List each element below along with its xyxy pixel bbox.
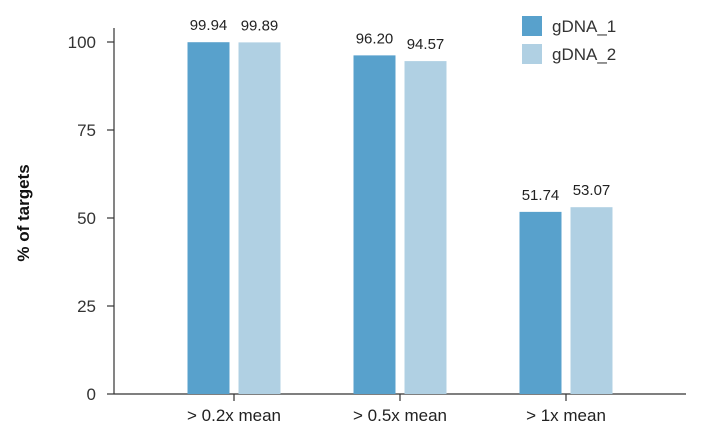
y-tick-label: 50	[77, 209, 96, 228]
data-label: 96.20	[356, 30, 394, 47]
data-label: 99.94	[190, 17, 228, 34]
legend-swatch	[522, 44, 542, 64]
x-category-label: > 0.5x mean	[353, 406, 447, 425]
bar	[519, 211, 562, 394]
data-label: 94.57	[407, 36, 445, 53]
legend-label: gDNA_1	[552, 17, 616, 36]
y-axis-title: % of targets	[14, 164, 33, 261]
y-tick-label: 25	[77, 297, 96, 316]
data-label: 51.74	[522, 187, 560, 204]
y-axis-ticks: 0 25 50 75 100	[68, 33, 114, 404]
bars	[187, 42, 613, 395]
y-tick-label: 75	[77, 121, 96, 140]
x-category-label: > 1x mean	[526, 406, 606, 425]
bar	[238, 42, 281, 394]
x-category-label: > 0.2x mean	[187, 406, 281, 425]
data-label: 99.89	[241, 17, 279, 34]
bar	[570, 207, 613, 394]
data-labels: 99.94 99.89 96.20 94.57 51.74 53.07	[190, 17, 611, 204]
legend-label: gDNA_2	[552, 45, 616, 64]
legend-swatch	[522, 16, 542, 36]
bar	[404, 61, 447, 395]
bar	[353, 55, 396, 394]
bar	[187, 42, 230, 394]
y-tick-label: 100	[68, 33, 96, 52]
x-axis-categories: > 0.2x mean > 0.5x mean > 1x mean	[187, 394, 606, 425]
data-label: 53.07	[573, 182, 611, 199]
y-tick-label: 0	[87, 385, 96, 404]
legend: gDNA_1 gDNA_2	[522, 16, 616, 64]
